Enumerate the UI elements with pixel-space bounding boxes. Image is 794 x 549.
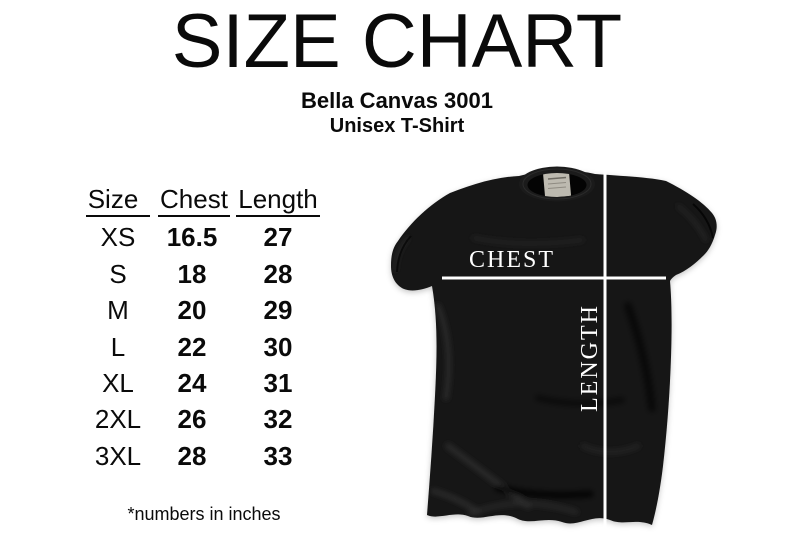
length-cell-xs: 27: [263, 222, 293, 253]
chest-cell-xl: 24: [177, 367, 207, 398]
size-cell-m: M: [107, 295, 129, 326]
collar-tag-icon: [543, 173, 572, 197]
column-header-length: Length: [226, 183, 330, 223]
collar-seam: [522, 168, 592, 200]
size-cell-l: L: [110, 331, 126, 362]
size-cell-2xl: 2XL: [94, 404, 142, 435]
product-type: Unisex T-Shirt: [329, 115, 465, 137]
size-cell-s: S: [109, 258, 127, 289]
units-footnote: *numbers in inches: [127, 504, 281, 524]
column-header-chest: Chest: [158, 183, 230, 223]
size-cell-3xl: 3XL: [94, 440, 142, 471]
length-cell-m: 29: [263, 295, 293, 326]
size-table: Size Chest Length XS 16.5 27 S 18 28 M 2…: [78, 183, 330, 474]
size-cell-xl: XL: [102, 367, 134, 398]
chest-measure-label: CHEST: [469, 247, 555, 273]
left-cuff-crease: [396, 235, 412, 273]
column-header-size: Size: [78, 183, 158, 223]
chest-cell-l: 22: [177, 331, 207, 362]
length-cell-3xl: 33: [263, 440, 293, 471]
page-title: SIZE CHART: [171, 0, 623, 84]
tshirt-measure-diagram: CHEST LENGTH: [391, 149, 717, 528]
product-name: Bella Canvas 3001: [300, 88, 494, 113]
size-cell-xs: XS: [100, 222, 136, 253]
chest-cell-s: 18: [177, 258, 207, 289]
chest-cell-m: 20: [177, 295, 207, 326]
length-cell-2xl: 32: [263, 404, 293, 435]
length-measure-label: LENGTH: [577, 304, 603, 412]
tshirt-photo: CHEST LENGTH: [378, 146, 794, 549]
chest-cell-2xl: 26: [177, 404, 207, 435]
tshirt-silhouette: [391, 170, 717, 525]
chest-cell-xs: 16.5: [166, 222, 218, 253]
right-cuff-crease: [692, 203, 714, 239]
length-cell-l: 30: [263, 331, 293, 362]
tshirt-body: [391, 170, 717, 525]
length-cell-xl: 31: [263, 367, 293, 398]
fabric-wrinkles: [393, 204, 708, 517]
length-cell-s: 28: [263, 258, 293, 289]
chest-cell-3xl: 28: [177, 440, 207, 471]
collar: [519, 166, 595, 202]
